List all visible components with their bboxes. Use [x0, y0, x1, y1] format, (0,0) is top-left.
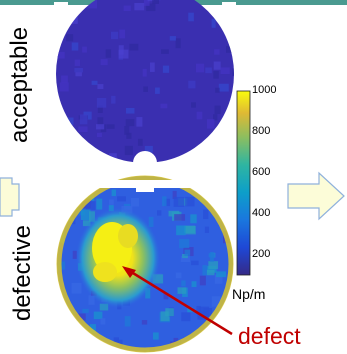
colorbar-tick-label: 200 — [252, 248, 270, 260]
left-flow-arrow — [0, 176, 20, 218]
colorbar-unit: Np/m — [232, 286, 265, 302]
colorbar-tick-label: 1000 — [252, 84, 276, 96]
notch-top-left — [54, 2, 68, 18]
right-flow-arrow — [287, 171, 347, 221]
colorbar-tick-label: 400 — [252, 207, 270, 219]
colorbar-tick-label: 600 — [252, 166, 270, 178]
colorbar — [237, 91, 250, 275]
label-defective: defective — [8, 198, 38, 348]
label-acceptable: acceptable — [5, 10, 35, 160]
defect-label: defect — [238, 323, 301, 350]
colorbar-tick-label: 800 — [252, 125, 270, 137]
acceptable-map — [50, 0, 242, 170]
notch-top-right — [222, 2, 236, 18]
